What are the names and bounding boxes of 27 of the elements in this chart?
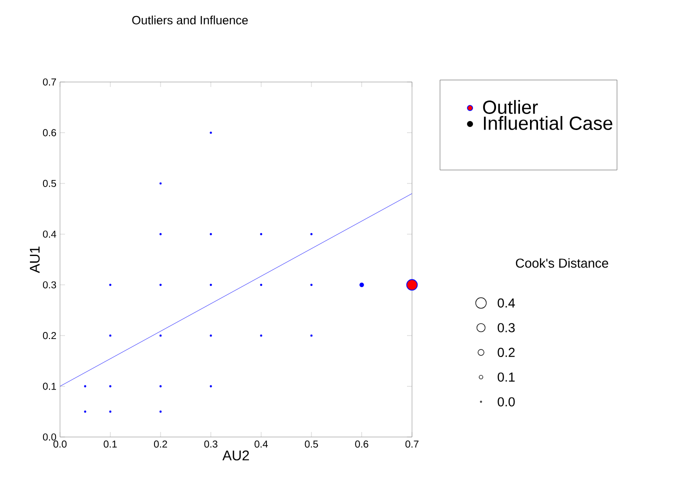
legend-label: Outlier	[483, 100, 538, 114]
y-axis-title: AU1	[30, 246, 40, 274]
legend-label: 0.0	[498, 397, 515, 406]
y-tick-label: 0.4	[42, 230, 56, 238]
x-tick-label: 0.6	[355, 440, 368, 448]
legend-label: 0.1	[498, 372, 515, 382]
x-tick-label: 0.3	[204, 440, 218, 448]
x-tick-label: 0.5	[304, 440, 318, 448]
chart-title: Outliers and Influence	[132, 16, 248, 24]
x-tick-label: 0.2	[154, 440, 168, 448]
legend-label: 0.4	[498, 298, 515, 308]
x-tick-label: 0.7	[405, 440, 418, 448]
x-tick-label: 0.1	[104, 440, 117, 448]
x-tick-label: 0.0	[53, 440, 67, 448]
x-axis-title: AU2	[222, 450, 249, 460]
y-tick-label: 0.7	[42, 78, 56, 86]
y-tick-label: 0.2	[42, 332, 56, 340]
y-tick-label: 0.1	[42, 382, 56, 390]
y-tick-label: 0.6	[42, 129, 56, 136]
y-tick-label: 0.5	[42, 180, 56, 187]
legend-title: Cook's Distance	[516, 258, 608, 268]
legend-label: 0.3	[498, 323, 515, 332]
x-tick-label: 0.4	[254, 440, 268, 448]
y-tick-label: 0.3	[42, 281, 56, 288]
legend-label: 0.2	[498, 348, 515, 357]
legend-label: Influential Case	[484, 116, 612, 130]
y-tick-label: 0.0	[42, 433, 56, 441]
